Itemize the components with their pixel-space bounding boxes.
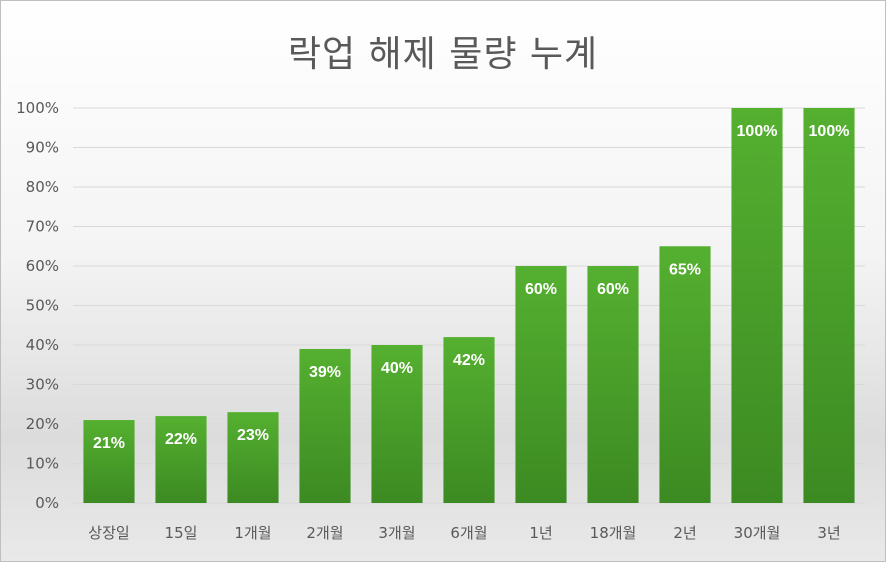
y-tick-label: 40% [26,336,59,354]
x-tick-label: 3개월 [378,524,415,542]
x-tick-label: 상장일 [88,524,129,542]
x-tick-label: 2개월 [306,524,343,542]
x-tick-label: 30개월 [734,524,781,542]
data-label: 39% [309,364,341,381]
data-label: 65% [669,261,701,278]
x-tick-label: 1개월 [234,524,271,542]
x-tick-label: 1년 [529,524,552,542]
data-label: 40% [381,360,413,377]
bar [443,337,495,503]
y-tick-label: 30% [26,376,59,394]
y-tick-label: 50% [26,297,59,315]
y-tick-label: 20% [26,415,59,433]
x-tick-label: 15일 [165,524,198,542]
y-tick-label: 60% [26,257,59,275]
y-tick-label: 100% [16,99,59,117]
bars [83,108,855,503]
bar [515,266,567,503]
data-label: 60% [597,281,629,298]
chart-title: 락업 해제 물량 누계 [287,34,599,75]
bar [83,420,135,503]
data-label: 100% [809,123,850,140]
data-label: 21% [93,435,125,452]
y-tick-label: 70% [26,218,59,236]
data-label: 42% [453,352,485,369]
x-tick-label: 2년 [673,524,696,542]
bar [371,345,423,503]
y-tick-label: 90% [26,139,59,157]
y-tick-label: 10% [26,455,59,473]
bar [731,108,783,503]
y-tick-label: 80% [26,178,59,196]
y-tick-label: 0% [35,494,59,512]
data-label: 22% [165,431,197,448]
x-tick-label: 6개월 [450,524,487,542]
bar [299,348,351,503]
bar [803,108,855,503]
data-labels: 21% 22% 23% 39% 40% 42% 60% 60% 65% 100% 100% [93,123,849,452]
data-label: 23% [237,427,269,444]
bar [227,412,279,503]
bar [155,416,207,503]
bar [659,246,711,503]
data-label: 100% [737,123,778,140]
x-axis-ticks: 상장일 15일 1개월 2개월 3개월 6개월 1년 18개월 2년 30개월 3년 [88,524,840,542]
x-tick-label: 18개월 [590,524,637,542]
data-label: 60% [525,281,557,298]
bar [587,266,639,503]
x-tick-label: 3년 [817,524,840,542]
y-axis-ticks: 0% 10% 20% 30% 40% 50% 60% 70% 80% 90% 100% [16,99,59,512]
